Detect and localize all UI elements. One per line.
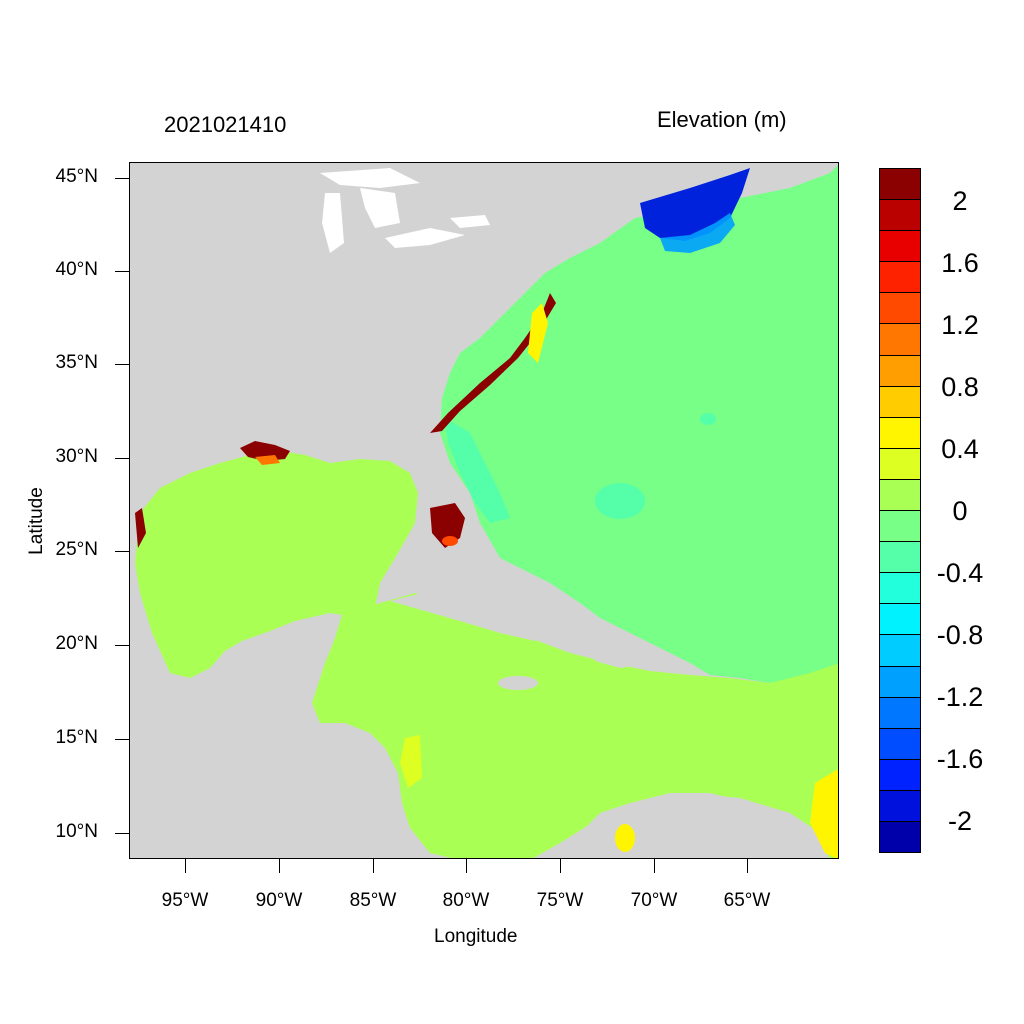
atlantic-ocean [440, 165, 838, 683]
y-tickmark [115, 271, 129, 272]
trinidad-patch [810, 769, 838, 858]
colorbar-swatch [880, 448, 920, 480]
colorbar-swatch [880, 604, 920, 636]
florida-coastal-band [445, 418, 510, 523]
variable-title: Elevation (m) [657, 107, 787, 132]
y-tickmark [115, 364, 129, 365]
y-tickmark [115, 645, 129, 646]
chesapeake-patch [528, 303, 548, 363]
elevation-map [130, 165, 838, 858]
colorbar-swatch [880, 511, 920, 543]
lake-superior [320, 168, 420, 188]
colorbar-label: -1.6 [936, 744, 984, 774]
texas-coast [135, 508, 146, 548]
colorbar-label: -0.8 [936, 620, 984, 650]
colorbar-swatch [880, 479, 920, 512]
caribbean-sea [312, 593, 838, 858]
y-tick-label: 40°N [55, 259, 98, 280]
x-tickmark [279, 859, 280, 873]
colorbar-swatch [880, 666, 920, 698]
x-tickmark [185, 859, 186, 873]
lake-erie [385, 228, 465, 248]
colorbar-swatch [880, 635, 920, 667]
y-tickmark [115, 178, 129, 179]
x-tick-label: 80°W [442, 890, 490, 911]
y-tick-label: 45°N [55, 166, 98, 187]
hispaniola [590, 641, 655, 668]
colorbar-swatch [880, 790, 920, 822]
jamaica [498, 676, 538, 690]
colorbar-swatch [880, 200, 920, 232]
colorbar-swatch [880, 293, 920, 325]
x-tick-label: 85°W [349, 890, 397, 911]
atlantic-patch [595, 483, 645, 519]
y-tickmark [115, 458, 129, 459]
colorbar-label: -0.4 [936, 558, 984, 588]
colorbar-swatch [880, 262, 920, 294]
y-tick-label: 35°N [55, 352, 98, 373]
map-plot [129, 162, 839, 859]
east-coast-band [430, 293, 556, 433]
colorbar-swatch [880, 231, 920, 263]
colorbar-label: -1.2 [936, 682, 984, 712]
colorbar-swatch [880, 697, 920, 729]
x-tickmark [466, 859, 467, 873]
south-florida [430, 503, 465, 548]
x-tick-label: 65°W [723, 890, 771, 911]
y-tick-label: 15°N [55, 727, 98, 748]
colorbar-swatch [880, 169, 920, 201]
south-florida-tip [442, 536, 458, 546]
cuba [390, 591, 550, 641]
x-tickmark [373, 859, 374, 873]
colorbar-label: 0 [952, 496, 968, 526]
louisiana-coast [240, 441, 290, 461]
colorbar-label: 1.6 [941, 248, 979, 278]
y-tick-label: 10°N [55, 821, 98, 842]
x-axis-label: Longitude [434, 926, 518, 947]
y-tick-label: 30°N [55, 446, 98, 467]
lake-michigan [322, 193, 344, 253]
gulf-of-mexico [135, 451, 418, 678]
y-tickmark [115, 551, 129, 552]
lake-ontario [450, 215, 490, 228]
colorbar-swatch [880, 759, 920, 791]
y-tickmark [115, 833, 129, 834]
south-america [533, 793, 830, 858]
colorbar-swatch [880, 728, 920, 760]
colorbar-label: 0.4 [941, 434, 979, 464]
louisiana-coast-warm [255, 455, 280, 465]
yucatan-peninsula [250, 613, 342, 723]
lake-huron [360, 188, 400, 228]
colorbar-swatch [880, 573, 920, 605]
x-tick-label: 90°W [255, 890, 303, 911]
colorbar-swatch [880, 386, 920, 418]
x-tick-label: 70°W [630, 890, 678, 911]
gulf-of-maine-gradient [660, 213, 735, 253]
colorbar-swatch [880, 542, 920, 574]
y-axis-label: Latitude [26, 487, 47, 555]
central-america [130, 718, 429, 858]
colorbar-label: -2 [947, 806, 972, 836]
y-tick-label: 25°N [55, 539, 98, 560]
x-tickmark [747, 859, 748, 873]
x-tickmark [560, 859, 561, 873]
honduras-coast-patch [400, 735, 422, 788]
colorbar-label: 2 [952, 186, 968, 216]
maracaibo-patch [615, 824, 635, 852]
colorbar-label: 0.8 [941, 372, 979, 402]
atlantic-patch-small [700, 413, 716, 425]
colorbar-swatch [880, 821, 920, 853]
x-tick-label: 75°W [536, 890, 584, 911]
x-tick-label: 95°W [161, 890, 209, 911]
colorbar-swatch [880, 417, 920, 449]
y-tickmark [115, 739, 129, 740]
colorbar-swatch [880, 355, 920, 387]
x-tickmark [654, 859, 655, 873]
colorbar-swatch [880, 324, 920, 356]
y-tick-label: 20°N [55, 633, 98, 654]
colorbar-label: 1.2 [941, 310, 979, 340]
map-timestamp: 2021021410 [164, 112, 287, 137]
colorbar [879, 168, 921, 853]
